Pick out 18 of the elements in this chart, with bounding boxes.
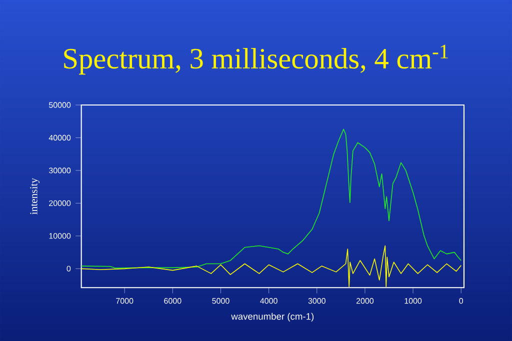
y-tick-label: 30000	[48, 168, 71, 174]
line-series	[81, 245, 462, 288]
x-tick-label: 7000	[116, 298, 134, 304]
y-tick-label: 20000	[49, 200, 71, 206]
x-tick-label: 6000	[164, 298, 182, 304]
x-tick-label: 5000	[212, 298, 230, 304]
y-tick-label: 50000	[48, 102, 71, 108]
y-tick-label: 10000	[49, 233, 71, 239]
x-axis-title: wavenumber (cm-1)	[231, 312, 314, 322]
y-tick-label: 40000	[48, 134, 71, 141]
y-tick-label: 0	[66, 266, 71, 272]
x-tick-label: 3000	[308, 298, 326, 304]
y-axis-title: intensity	[30, 178, 40, 214]
x-tick-label: 2000	[356, 298, 374, 304]
x-tick-label: 0	[459, 298, 464, 304]
chart-title: Spectrum, 3 milliseconds, 4 cm$^{-1}$	[64, 44, 448, 75]
x-tick-label: 4000	[260, 298, 278, 304]
x-tick-label: 1000	[404, 298, 422, 304]
